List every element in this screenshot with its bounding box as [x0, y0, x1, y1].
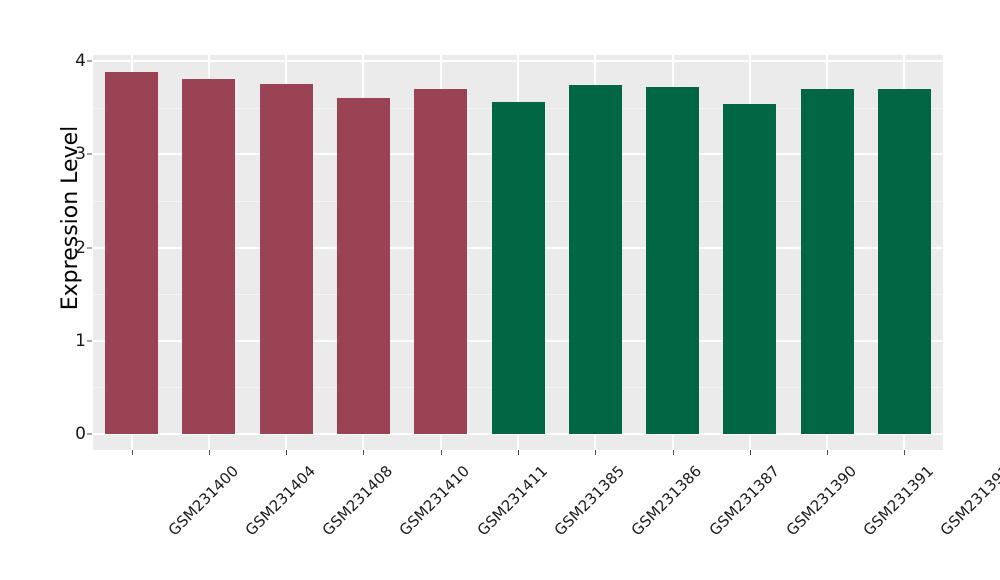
x-tick-mark [363, 450, 365, 455]
y-tick-label: 1 [75, 330, 86, 351]
bar[interactable] [800, 89, 854, 434]
x-tick-label: GSM231390 [783, 462, 860, 539]
y-tick-mark [87, 340, 92, 342]
y-axis-tick-labels: 0 1 2 3 4 [54, 0, 86, 580]
x-tick-label-text: GSM231387 [705, 462, 783, 540]
x-tick-label: GSM231400 [164, 462, 241, 539]
bar[interactable] [877, 89, 931, 434]
x-tick-label-text: GSM231400 [164, 462, 242, 540]
y-tick-label: 2 [75, 237, 86, 258]
x-tick-mark [208, 450, 210, 455]
x-tick-label-text: GSM231408 [318, 462, 397, 540]
y-tick-label: 4 [75, 51, 86, 72]
x-tick-label-text: GSM231404 [241, 462, 319, 540]
x-tick-label: GSM231393 [937, 462, 1000, 539]
plot-panel [93, 55, 943, 450]
x-tick-mark [518, 450, 519, 455]
y-tick-mark [87, 433, 92, 435]
x-tick-label: GSM231411 [473, 462, 550, 539]
bar[interactable] [259, 83, 313, 434]
y-tick-mark [87, 247, 92, 249]
x-tick-label-text: GSM231386 [628, 462, 706, 540]
x-tick-label: GSM231408 [319, 462, 396, 539]
x-tick-mark [595, 450, 597, 455]
bar[interactable] [646, 87, 700, 434]
x-tick-mark [827, 450, 829, 455]
bar[interactable] [568, 85, 622, 434]
bar[interactable] [491, 102, 545, 434]
x-tick-label: GSM231410 [396, 462, 473, 539]
bar[interactable] [336, 97, 390, 434]
x-tick-label: GSM231385 [551, 462, 628, 539]
x-tick-label-text: GSM231390 [782, 462, 860, 540]
x-tick-mark [904, 450, 906, 455]
x-tick-label-text: GSM231391 [859, 462, 938, 540]
x-axis-tick-marks [93, 450, 943, 456]
x-tick-label: GSM231387 [705, 462, 782, 539]
x-tick-mark [131, 450, 133, 455]
x-tick-label-text: GSM231393 [937, 462, 1000, 540]
x-tick-mark [440, 450, 442, 455]
bar[interactable] [414, 89, 468, 434]
bar[interactable] [105, 72, 159, 434]
bar[interactable] [723, 104, 777, 434]
x-tick-mark [672, 450, 674, 455]
x-axis-tick-labels: GSM231400 GSM231404 GSM231408 GSM231410 GSM2… [93, 456, 1000, 580]
x-tick-label-text: GSM231411 [473, 462, 551, 540]
y-tick-mark [87, 60, 92, 62]
y-tick-mark [87, 153, 92, 155]
x-tick-label: GSM231386 [628, 462, 705, 539]
y-tick-label: 3 [75, 144, 86, 165]
x-tick-label-text: GSM231410 [396, 462, 474, 540]
x-tick-mark [286, 450, 288, 455]
y-tick-label: 0 [75, 424, 86, 444]
x-tick-label: GSM231391 [860, 462, 937, 539]
x-tick-label: GSM231404 [242, 462, 319, 539]
y-axis-tick-marks [87, 0, 93, 580]
bar[interactable] [182, 78, 236, 434]
x-tick-label-text: GSM231385 [550, 462, 629, 540]
x-tick-mark [749, 450, 751, 455]
